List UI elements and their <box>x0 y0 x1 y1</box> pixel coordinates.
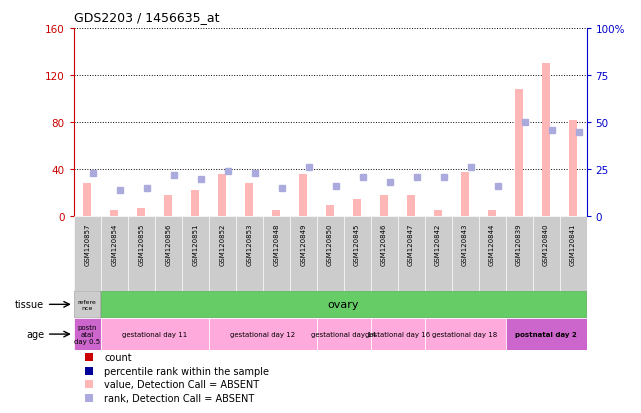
Text: GSM120840: GSM120840 <box>543 223 549 265</box>
Text: GSM120846: GSM120846 <box>381 223 387 265</box>
Bar <box>353 199 361 217</box>
Bar <box>370 318 424 350</box>
Bar <box>164 196 172 217</box>
Text: GSM120849: GSM120849 <box>300 223 306 265</box>
Bar <box>506 318 587 350</box>
Bar <box>290 217 317 291</box>
Bar <box>560 217 587 291</box>
Text: GSM120857: GSM120857 <box>84 223 90 265</box>
Bar <box>101 318 209 350</box>
Bar <box>435 211 442 217</box>
Text: gestational day 11: gestational day 11 <box>122 331 187 337</box>
Text: gestational day 14: gestational day 14 <box>311 331 376 337</box>
Text: GSM120852: GSM120852 <box>219 223 225 265</box>
Bar <box>462 172 469 217</box>
Bar <box>209 318 317 350</box>
Text: count: count <box>104 352 132 362</box>
Text: value, Detection Call = ABSENT: value, Detection Call = ABSENT <box>104 380 260 389</box>
Bar <box>506 217 533 291</box>
Bar <box>515 90 523 217</box>
Text: gestational day 12: gestational day 12 <box>230 331 296 337</box>
Bar <box>101 217 128 291</box>
Bar <box>246 184 253 217</box>
Bar <box>83 184 91 217</box>
Text: GSM120856: GSM120856 <box>165 223 171 265</box>
Bar <box>128 217 154 291</box>
Bar <box>488 211 496 217</box>
Bar <box>192 191 199 217</box>
Bar <box>407 196 415 217</box>
Text: percentile rank within the sample: percentile rank within the sample <box>104 366 269 376</box>
Bar <box>317 318 370 350</box>
Bar <box>326 205 334 217</box>
Text: GDS2203 / 1456635_at: GDS2203 / 1456635_at <box>74 11 219 24</box>
Text: gestational day 18: gestational day 18 <box>433 331 497 337</box>
Bar <box>74 291 101 318</box>
Bar <box>110 211 118 217</box>
Bar <box>74 217 101 291</box>
Text: refere
nce: refere nce <box>78 299 97 310</box>
Text: rank, Detection Call = ABSENT: rank, Detection Call = ABSENT <box>104 393 254 403</box>
Bar <box>219 175 226 217</box>
Text: GSM120848: GSM120848 <box>273 223 279 265</box>
Bar <box>424 318 506 350</box>
Text: GSM120841: GSM120841 <box>570 223 576 265</box>
Bar <box>344 217 370 291</box>
Text: GSM120847: GSM120847 <box>408 223 414 265</box>
Bar <box>569 121 577 217</box>
Bar <box>209 217 236 291</box>
Text: GSM120844: GSM120844 <box>489 223 495 265</box>
Text: GSM120853: GSM120853 <box>246 223 252 265</box>
Bar <box>272 211 280 217</box>
Text: tissue: tissue <box>15 299 44 310</box>
Bar <box>154 217 181 291</box>
Bar <box>424 217 451 291</box>
Bar <box>236 217 263 291</box>
Bar <box>380 196 388 217</box>
Bar <box>263 217 290 291</box>
Text: age: age <box>26 329 44 339</box>
Text: gestational day 16: gestational day 16 <box>365 331 430 337</box>
Text: GSM120854: GSM120854 <box>111 223 117 265</box>
Bar <box>397 217 424 291</box>
Bar <box>137 209 145 217</box>
Text: GSM120851: GSM120851 <box>192 223 198 265</box>
Text: GSM120845: GSM120845 <box>354 223 360 265</box>
Bar <box>317 217 344 291</box>
Bar <box>542 64 550 217</box>
Text: GSM120842: GSM120842 <box>435 223 441 265</box>
Bar <box>533 217 560 291</box>
Bar <box>370 217 397 291</box>
Bar <box>479 217 506 291</box>
Text: postnatal day 2: postnatal day 2 <box>515 331 577 337</box>
Text: GSM120855: GSM120855 <box>138 223 144 265</box>
Bar <box>299 175 307 217</box>
Text: GSM120839: GSM120839 <box>516 223 522 265</box>
Text: GSM120850: GSM120850 <box>327 223 333 265</box>
Bar <box>181 217 209 291</box>
Bar <box>451 217 479 291</box>
Text: ovary: ovary <box>328 299 360 310</box>
Text: postn
atal
day 0.5: postn atal day 0.5 <box>74 324 100 344</box>
Bar <box>74 318 101 350</box>
Text: GSM120843: GSM120843 <box>462 223 468 265</box>
